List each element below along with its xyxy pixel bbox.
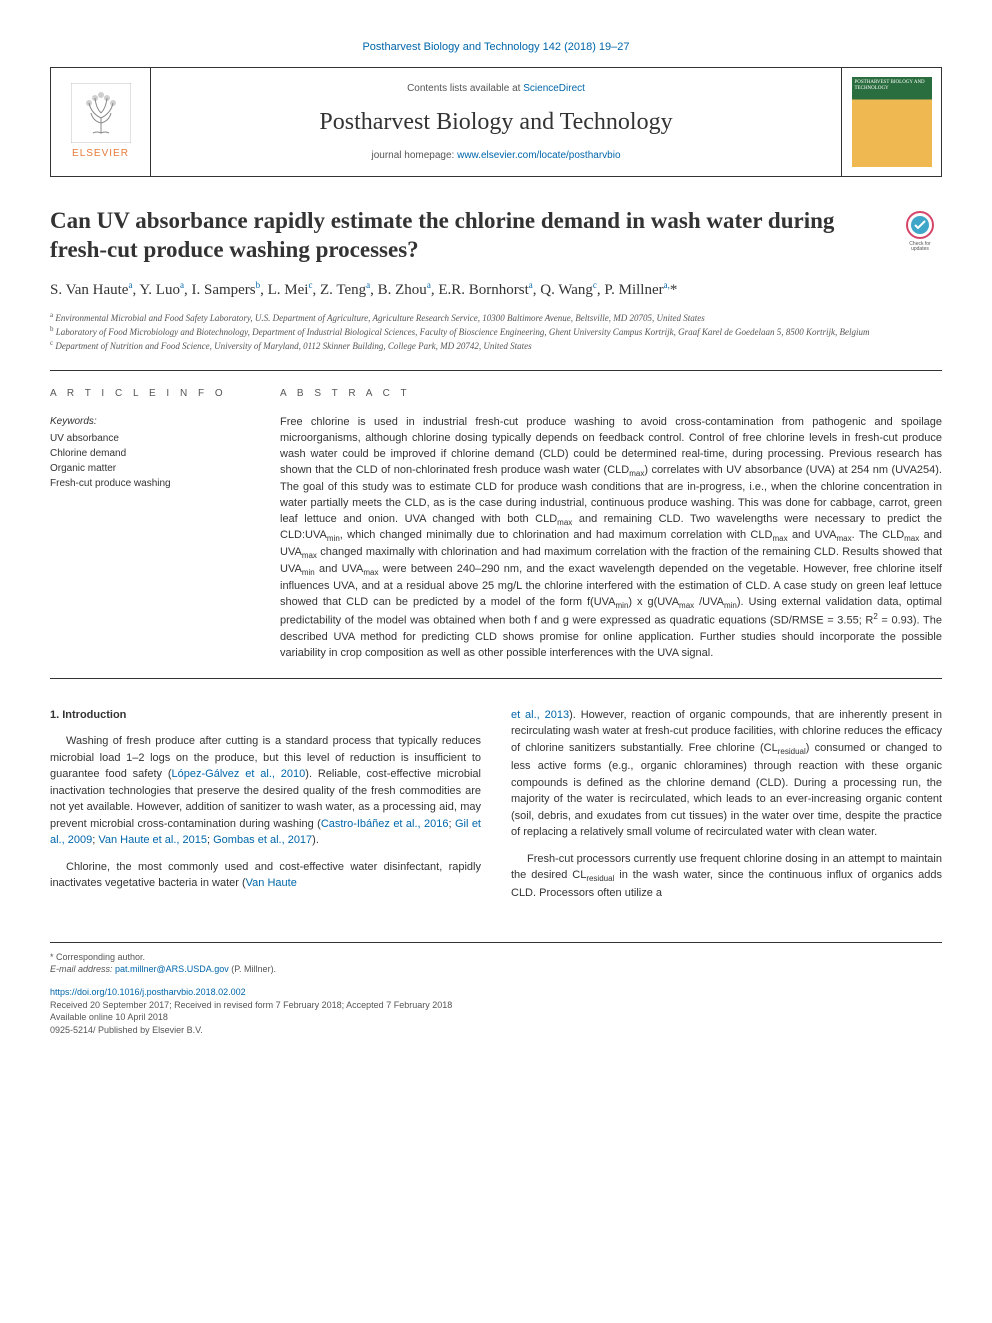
email-suffix: (P. Millner). [229,964,276,974]
issn-line: 0925-5214/ Published by Elsevier B.V. [50,1024,942,1037]
contents-line: Contents lists available at ScienceDirec… [407,82,585,96]
journal-cover-cell: POSTHARVEST BIOLOGY AND TECHNOLOGY [841,68,941,176]
corresponding-author: * Corresponding author. [50,951,942,964]
text-span: ). [312,834,319,846]
keywords-label: Keywords: [50,415,250,429]
abstract-text: Free chlorine is used in industrial fres… [280,415,942,662]
ref-link[interactable]: Van Haute et al., 2015 [98,834,207,846]
email-label: E-mail address: [50,964,115,974]
check-updates-icon[interactable]: Check for updates [898,207,942,251]
title-row: Can UV absorbance rapidly estimate the c… [50,207,942,265]
contents-prefix: Contents lists available at [407,83,523,94]
intro-paragraph-1: Washing of fresh produce after cutting i… [50,733,481,849]
right-column: et al., 2013). However, reaction of orga… [511,707,942,912]
text-span: ). However, reaction of organic compound… [511,709,942,838]
cover-title: POSTHARVEST BIOLOGY AND TECHNOLOGY [855,80,929,91]
email-link[interactable]: pat.millner@ARS.USDA.gov [115,964,229,974]
article-info-column: A R T I C L E I N F O Keywords: UV absor… [50,387,250,662]
doi-link[interactable]: https://doi.org/10.1016/j.postharvbio.20… [50,987,246,997]
intro-paragraph-3: Fresh-cut processors currently use frequ… [511,851,942,902]
journal-cover-thumbnail: POSTHARVEST BIOLOGY AND TECHNOLOGY [852,77,932,167]
article-title: Can UV absorbance rapidly estimate the c… [50,207,898,265]
received-line: Received 20 September 2017; Received in … [50,999,942,1012]
email-line: E-mail address: pat.millner@ARS.USDA.gov… [50,963,942,976]
body-columns: 1. Introduction Washing of fresh produce… [50,707,942,912]
available-line: Available online 10 April 2018 [50,1011,942,1024]
abstract-heading: A B S T R A C T [280,387,942,401]
article-info-heading: A R T I C L E I N F O [50,387,250,401]
elsevier-label: ELSEVIER [72,147,129,161]
left-column: 1. Introduction Washing of fresh produce… [50,707,481,912]
ref-link[interactable]: Van Haute [246,877,297,889]
journal-header: ELSEVIER Contents lists available at Sci… [50,67,942,177]
info-abstract-row: A R T I C L E I N F O Keywords: UV absor… [50,370,942,679]
abstract-column: A B S T R A C T Free chlorine is used in… [280,387,942,662]
elsevier-tree-icon [71,83,131,143]
ref-link[interactable]: Gombas et al., 2017 [213,834,312,846]
intro-heading: 1. Introduction [50,707,481,724]
elsevier-logo-cell: ELSEVIER [51,68,151,176]
ref-link[interactable]: López-Gálvez et al., 2010 [172,768,306,780]
keywords-list: UV absorbanceChlorine demandOrganic matt… [50,431,250,491]
svg-text:updates: updates [911,246,929,251]
header-center: Contents lists available at ScienceDirec… [151,68,841,176]
ref-link[interactable]: et al., 2013 [511,709,569,721]
journal-name: Postharvest Biology and Technology [319,106,672,140]
intro-paragraph-2: Chlorine, the most commonly used and cos… [50,859,481,892]
authors: S. Van Hautea, Y. Luoa, I. Sampersb, L. … [50,279,942,302]
journal-reference: Postharvest Biology and Technology 142 (… [50,40,942,55]
homepage-line: journal homepage: www.elsevier.com/locat… [371,149,620,163]
affiliations: a Environmental Microbial and Food Safet… [50,311,942,352]
sciencedirect-link[interactable]: ScienceDirect [523,83,585,94]
intro-paragraph-2-cont: et al., 2013). However, reaction of orga… [511,707,942,841]
homepage-link[interactable]: www.elsevier.com/locate/postharvbio [457,150,620,161]
homepage-prefix: journal homepage: [371,150,457,161]
footer: * Corresponding author. E-mail address: … [50,942,942,1037]
ref-link[interactable]: Castro-Ibáñez et al., 2016 [321,818,449,830]
